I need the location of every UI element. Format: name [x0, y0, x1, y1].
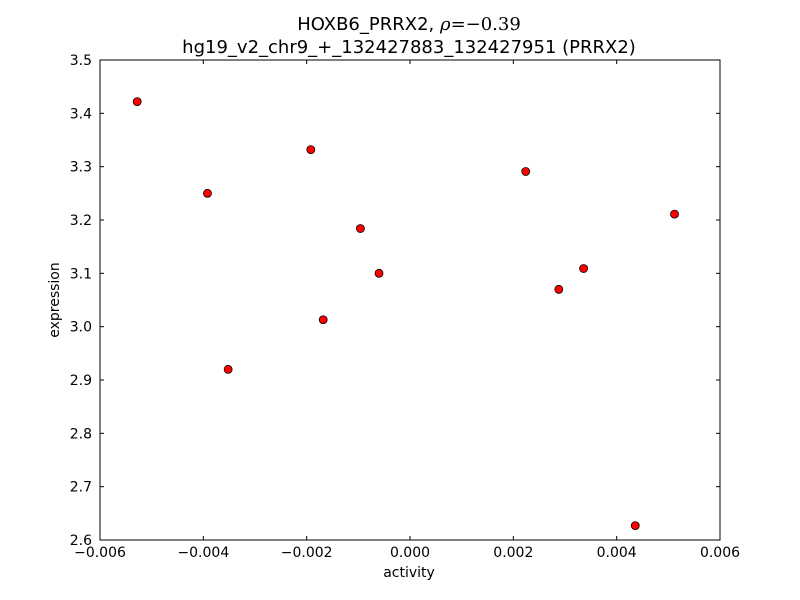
chart-title-rho-symbol: ρ [439, 14, 451, 35]
y-tick-label: 3.5 [70, 53, 92, 69]
y-tick-label: 3.2 [70, 213, 92, 229]
scatter-point [223, 364, 233, 374]
y-tick-label: 3.1 [70, 266, 92, 282]
y-axis-label: expression [47, 262, 63, 338]
y-tick-label: 2.6 [70, 533, 92, 549]
x-tick-label: −0.002 [281, 545, 333, 561]
data-points [132, 97, 679, 530]
axis-ticks: −0.006 −0.004 −0.002 0.000 0.002 0.004 0.006 2.… [70, 53, 740, 561]
chart-title-rho-value: =−0.39 [451, 14, 521, 35]
x-tick-label: 0.004 [597, 545, 637, 561]
y-tick-label: 2.9 [70, 373, 92, 389]
chart-title-line1: HOXB6_PRRX2, ρ=−0.39 [297, 14, 521, 35]
chart-title-line2: hg19_v2_chr9_+_132427883_132427951 (PRRX… [182, 37, 636, 58]
x-tick-label: −0.006 [74, 545, 126, 561]
chart-title-prefix: HOXB6_PRRX2, [297, 14, 440, 35]
x-axis-label: activity [383, 565, 435, 581]
y-tick-label: 3.0 [70, 320, 92, 336]
y-tick-label: 3.3 [70, 160, 92, 176]
y-tick-label: 3.4 [70, 106, 92, 122]
scatter-point [579, 264, 588, 273]
x-tick-label: 0.006 [700, 545, 740, 561]
y-tick-label: 2.8 [70, 426, 92, 442]
scatter-point [630, 521, 640, 530]
scatter-point [670, 209, 679, 219]
plot-area-frame [99, 59, 721, 541]
x-tick-label: 0.000 [390, 545, 430, 561]
x-tick-label: −0.004 [177, 545, 229, 561]
scatter-point [521, 167, 531, 176]
scatter-point [554, 284, 564, 294]
y-tick-label: 2.7 [70, 480, 92, 496]
scatter-point [306, 145, 316, 155]
scatter-point [318, 315, 328, 325]
scatter-point [374, 268, 384, 278]
scatter-point [203, 188, 212, 198]
scatter-point [355, 224, 365, 233]
scatter-point [132, 97, 142, 106]
x-tick-label: 0.002 [493, 545, 533, 561]
